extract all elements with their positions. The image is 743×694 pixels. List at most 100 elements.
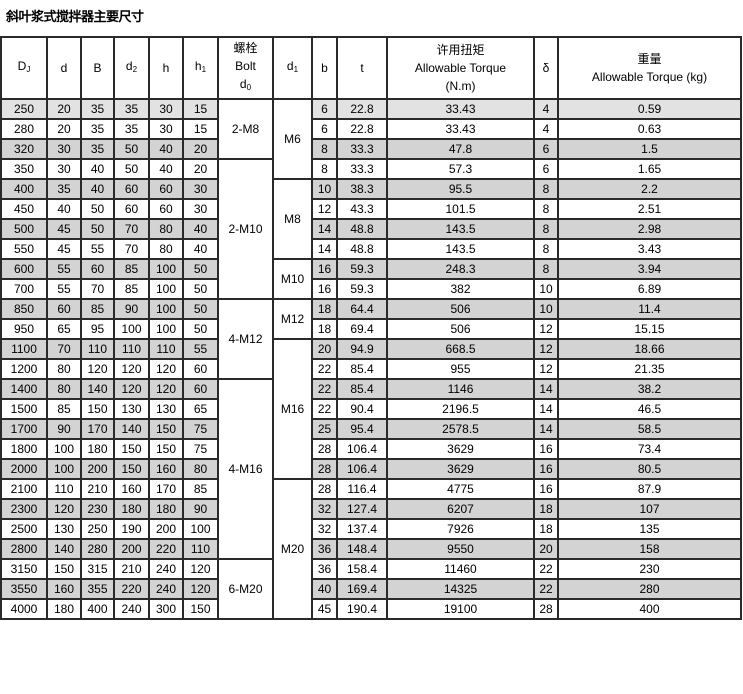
cell-d: 20 [46, 98, 82, 120]
cell-d2: 110 [113, 338, 150, 360]
cell-b: 16 [311, 278, 338, 300]
cell-h: 100 [148, 278, 184, 300]
cell-h: 160 [148, 458, 184, 480]
cell-b-width: 400 [80, 598, 115, 620]
header-d2: d2 [113, 36, 150, 100]
cell-bolt: 6-M20 [217, 558, 274, 620]
cell-b: 6 [311, 98, 338, 120]
cell-h1: 40 [182, 238, 219, 260]
cell-delta: 18 [533, 518, 559, 540]
cell-b-width: 55 [80, 238, 115, 260]
header-b: b [311, 36, 338, 100]
cell-b-width: 95 [80, 318, 115, 340]
cell-b-width: 315 [80, 558, 115, 580]
cell-b: 36 [311, 538, 338, 560]
cell-t: 69.4 [336, 318, 388, 340]
cell-d: 80 [46, 358, 82, 380]
cell-b-width: 355 [80, 578, 115, 600]
cell-torque: 143.5 [386, 238, 535, 260]
header-d: d [46, 36, 82, 100]
cell-weight: 107 [557, 498, 742, 520]
cell-b-width: 230 [80, 498, 115, 520]
cell-b: 28 [311, 438, 338, 460]
cell-dj: 550 [0, 238, 48, 260]
cell-b: 6 [311, 118, 338, 140]
cell-torque: 33.43 [386, 118, 535, 140]
cell-h: 220 [148, 538, 184, 560]
cell-t: 59.3 [336, 278, 388, 300]
cell-delta: 14 [533, 398, 559, 420]
cell-delta: 4 [533, 98, 559, 120]
cell-weight: 6.89 [557, 278, 742, 300]
cell-torque: 4775 [386, 478, 535, 500]
cell-h1: 75 [182, 418, 219, 440]
cell-torque: 3629 [386, 438, 535, 460]
cell-delta: 4 [533, 118, 559, 140]
cell-h: 60 [148, 178, 184, 200]
cell-h: 100 [148, 318, 184, 340]
table-row: 2100 110 210 160 170 85 M20 28 116.4 4775 16 87.9 [0, 478, 742, 620]
cell-d: 45 [46, 218, 82, 240]
cell-torque: 95.5 [386, 178, 535, 200]
cell-t: 22.8 [336, 98, 388, 120]
cell-dj: 600 [0, 258, 48, 280]
cell-h1: 50 [182, 318, 219, 340]
cell-h: 170 [148, 478, 184, 500]
cell-b-width: 70 [80, 278, 115, 300]
cell-dj: 950 [0, 318, 48, 340]
cell-t: 148.4 [336, 538, 388, 560]
table-row: 600 55 60 85 100 50 M10 16 59.3 248.3 8 3.94 [0, 258, 742, 300]
cell-d2: 150 [113, 438, 150, 460]
cell-d: 100 [46, 458, 82, 480]
cell-b-width: 110 [80, 338, 115, 360]
cell-d2: 35 [113, 118, 150, 140]
cell-b: 14 [311, 238, 338, 260]
cell-dj: 2300 [0, 498, 48, 520]
cell-d: 30 [46, 138, 82, 160]
cell-torque: 382 [386, 278, 535, 300]
cell-b-width: 180 [80, 438, 115, 460]
cell-h: 180 [148, 498, 184, 520]
cell-d: 120 [46, 498, 82, 520]
table-row: 1800 100 180 150 150 75 28 106.4 3629 16 73.4 [0, 438, 742, 460]
cell-torque: 955 [386, 358, 535, 380]
cell-t: 33.3 [336, 138, 388, 160]
header-h: h [148, 36, 184, 100]
cell-b: 22 [311, 378, 338, 400]
table-row: 700 55 70 85 100 50 16 59.3 382 10 6.89 [0, 278, 742, 300]
cell-weight: 46.5 [557, 398, 742, 420]
cell-b-width: 120 [80, 358, 115, 380]
cell-h1: 75 [182, 438, 219, 460]
header-delta: δ [533, 36, 559, 100]
cell-delta: 8 [533, 218, 559, 240]
cell-b-width: 170 [80, 418, 115, 440]
cell-b: 25 [311, 418, 338, 440]
cell-torque: 19100 [386, 598, 535, 620]
cell-h1: 50 [182, 258, 219, 280]
cell-weight: 73.4 [557, 438, 742, 460]
cell-t: 106.4 [336, 458, 388, 480]
cell-delta: 28 [533, 598, 559, 620]
cell-h1: 50 [182, 278, 219, 300]
cell-h1: 15 [182, 118, 219, 140]
cell-h: 150 [148, 418, 184, 440]
cell-t: 22.8 [336, 118, 388, 140]
cell-b: 22 [311, 398, 338, 420]
cell-weight: 2.51 [557, 198, 742, 220]
cell-delta: 10 [533, 298, 559, 320]
cell-weight: 15.15 [557, 318, 742, 340]
header-row: DJ d B d2 h h1 螺栓 Bolt d0 d1 b t 许用扭矩 Allow… [0, 36, 742, 100]
cell-h: 300 [148, 598, 184, 620]
cell-dj: 1200 [0, 358, 48, 380]
cell-weight: 1.5 [557, 138, 742, 160]
cell-h1: 30 [182, 178, 219, 200]
cell-d2: 140 [113, 418, 150, 440]
cell-torque: 11460 [386, 558, 535, 580]
cell-d2: 190 [113, 518, 150, 540]
cell-torque: 33.43 [386, 98, 535, 120]
cell-b: 36 [311, 558, 338, 580]
cell-d: 35 [46, 178, 82, 200]
cell-delta: 20 [533, 538, 559, 560]
cell-delta: 8 [533, 178, 559, 200]
cell-h1: 150 [182, 598, 219, 620]
